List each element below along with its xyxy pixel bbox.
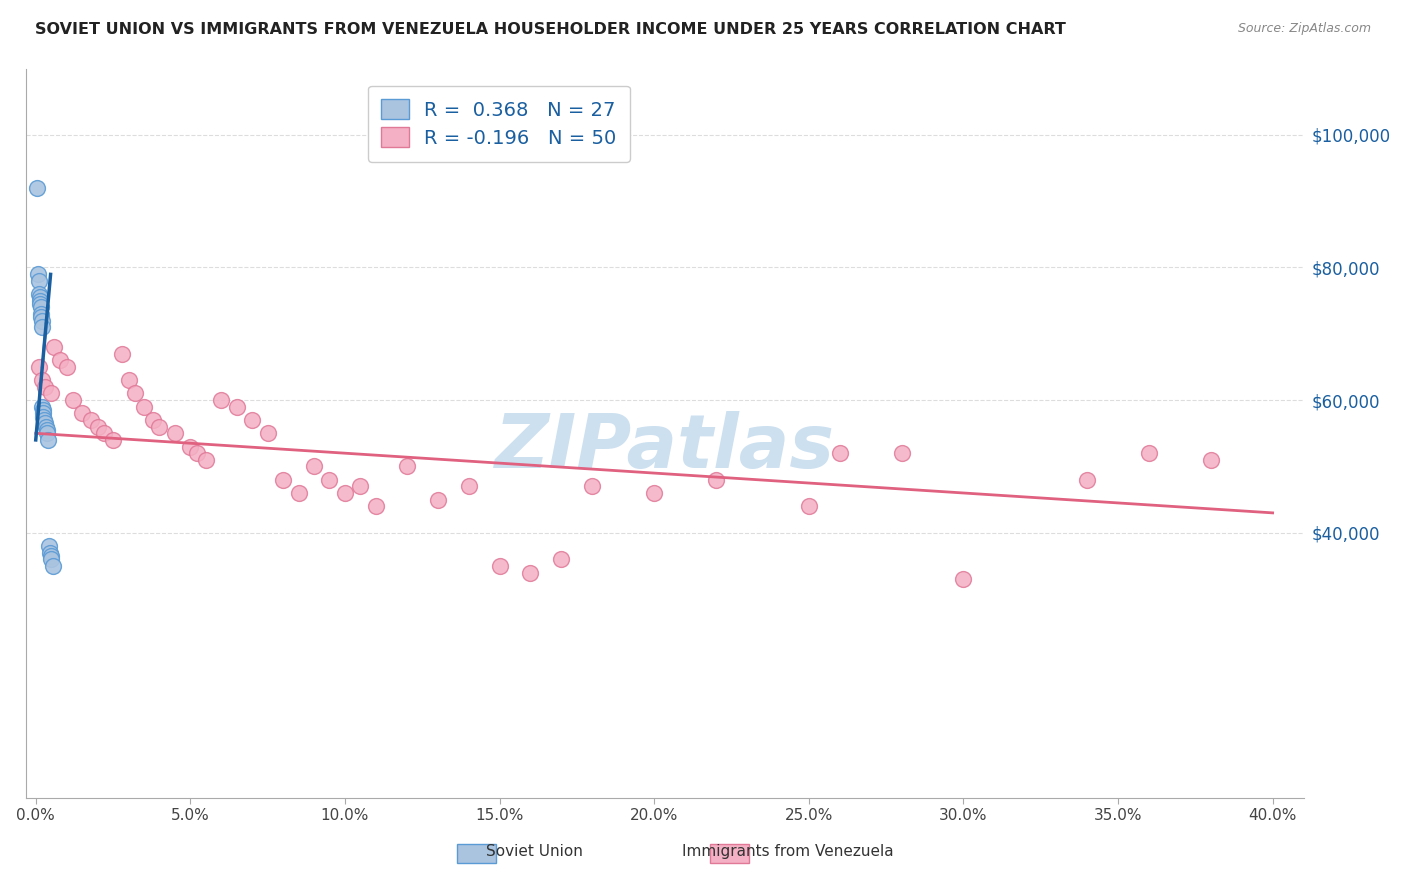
Text: Soviet Union: Soviet Union — [486, 845, 582, 859]
Point — [31, 313, 53, 327]
Point — [111, 347, 134, 361]
Point — [39, 386, 62, 401]
Point — [28, 359, 51, 374]
Point — [179, 440, 201, 454]
Point — [302, 459, 325, 474]
Point — [271, 473, 294, 487]
Point — [30, 307, 52, 321]
Point — [209, 393, 232, 408]
Point — [28, 287, 51, 301]
Point — [952, 572, 974, 586]
Point — [349, 479, 371, 493]
Point — [86, 419, 108, 434]
Text: Immigrants from Venezuela: Immigrants from Venezuela — [682, 845, 893, 859]
Point — [333, 486, 356, 500]
Point — [194, 452, 217, 467]
Point — [55, 359, 77, 374]
Point — [364, 500, 387, 514]
Point — [101, 433, 124, 447]
Point — [797, 500, 820, 514]
Point — [42, 558, 65, 573]
Point — [124, 386, 146, 401]
Point — [30, 310, 52, 325]
Point — [519, 566, 541, 580]
Point — [37, 426, 59, 441]
Point — [34, 380, 56, 394]
Point — [31, 320, 53, 334]
Point — [62, 393, 84, 408]
Point — [395, 459, 418, 474]
Point — [70, 406, 93, 420]
Point — [426, 492, 449, 507]
Point — [32, 413, 55, 427]
Point — [581, 479, 603, 493]
Point — [240, 413, 263, 427]
Point — [31, 373, 53, 387]
Point — [28, 293, 51, 308]
Point — [49, 353, 72, 368]
Point — [31, 403, 53, 417]
Point — [643, 486, 665, 500]
Point — [1199, 452, 1222, 467]
Point — [186, 446, 208, 460]
Point — [34, 417, 56, 431]
Point — [80, 413, 103, 427]
Text: ZIPatlas: ZIPatlas — [495, 411, 835, 484]
Point — [34, 419, 56, 434]
Point — [44, 340, 66, 354]
Text: SOVIET UNION VS IMMIGRANTS FROM VENEZUELA HOUSEHOLDER INCOME UNDER 25 YEARS CORR: SOVIET UNION VS IMMIGRANTS FROM VENEZUEL… — [35, 22, 1066, 37]
Legend: R =  0.368   N = 27, R = -0.196   N = 50: R = 0.368 N = 27, R = -0.196 N = 50 — [368, 86, 630, 161]
Point — [890, 446, 912, 460]
Text: Source: ZipAtlas.com: Source: ZipAtlas.com — [1237, 22, 1371, 36]
Point — [142, 413, 165, 427]
Point — [30, 297, 52, 311]
Point — [38, 546, 60, 560]
Point — [163, 426, 186, 441]
Point — [828, 446, 851, 460]
Point — [38, 539, 60, 553]
Point — [28, 290, 51, 304]
Point — [37, 433, 59, 447]
Point — [39, 549, 62, 563]
Point — [457, 479, 479, 493]
Point — [225, 400, 247, 414]
Point — [148, 419, 170, 434]
Point — [39, 552, 62, 566]
Point — [287, 486, 309, 500]
Point — [704, 473, 727, 487]
Point — [1137, 446, 1160, 460]
Point — [117, 373, 139, 387]
Point — [35, 423, 58, 437]
Point — [256, 426, 278, 441]
Point — [31, 400, 53, 414]
Point — [28, 274, 51, 288]
Point — [1076, 473, 1098, 487]
Point — [132, 400, 155, 414]
Point — [32, 409, 55, 424]
Point — [550, 552, 572, 566]
Point — [318, 473, 340, 487]
Point — [488, 558, 510, 573]
Point — [27, 267, 49, 281]
Point — [31, 406, 53, 420]
Point — [30, 300, 52, 314]
Point — [27, 181, 49, 195]
Point — [93, 426, 115, 441]
